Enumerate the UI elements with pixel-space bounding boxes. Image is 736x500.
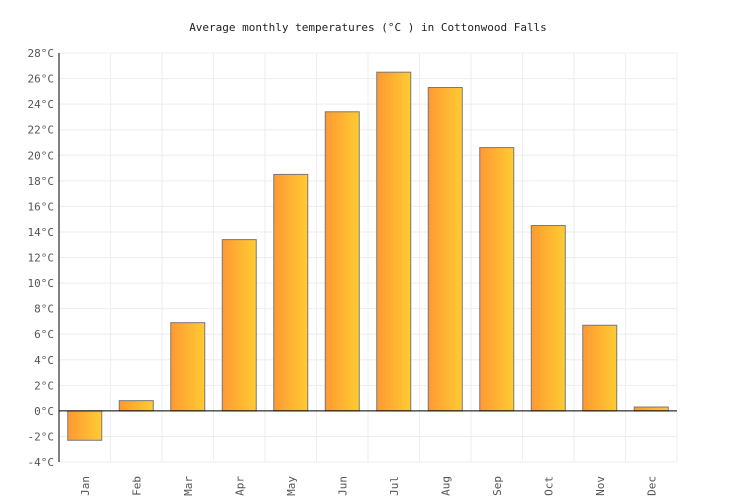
x-tick-label: Jun xyxy=(336,476,349,496)
x-tick-label: Mar xyxy=(182,476,195,496)
y-tick-label: 12°C xyxy=(28,252,55,265)
bar-jun xyxy=(324,111,360,412)
bar-aug xyxy=(427,87,463,412)
x-tick-label: Jan xyxy=(79,476,92,496)
y-tick-label: 26°C xyxy=(28,73,55,86)
bar-mar xyxy=(170,322,206,412)
y-tick-label: -4°C xyxy=(28,456,55,469)
x-tick-label: Apr xyxy=(233,476,246,496)
y-tick-label: 24°C xyxy=(28,98,55,111)
x-tick-label: May xyxy=(285,476,298,496)
x-tick-label: Jul xyxy=(388,476,401,496)
y-tick-label: 0°C xyxy=(34,405,54,418)
bar-feb xyxy=(118,400,154,412)
bar-oct xyxy=(530,225,566,412)
y-tick-label: 2°C xyxy=(34,379,54,392)
y-tick-label: 4°C xyxy=(34,354,54,367)
bar-apr xyxy=(221,239,257,412)
y-tick-label: 6°C xyxy=(34,328,54,341)
bar-jul xyxy=(376,71,412,412)
bar-sep xyxy=(479,147,515,412)
bar-nov xyxy=(582,324,618,412)
bars xyxy=(67,71,669,441)
bar-may xyxy=(273,173,309,412)
x-tick-label: Oct xyxy=(542,476,555,496)
bar-dec xyxy=(633,406,669,412)
x-tick-label: Dec xyxy=(645,476,658,496)
chart-title: Average monthly temperatures (°C ) in Co… xyxy=(189,21,547,34)
y-tick-label: -2°C xyxy=(28,430,55,443)
bar-jan xyxy=(67,410,103,441)
y-tick-label: 20°C xyxy=(28,149,55,162)
x-tick-label: Nov xyxy=(594,476,607,496)
x-tick-label: Sep xyxy=(491,476,504,496)
y-tick-label: 22°C xyxy=(28,124,55,137)
y-tick-label: 10°C xyxy=(28,277,55,290)
axes: -4°C -2°C 0°C 2°C 4°C 6°C 8°C 10°C 12°C 14°C 16°C 1… xyxy=(28,47,677,496)
y-tick-label: 28°C xyxy=(28,47,55,60)
y-tick-label: 8°C xyxy=(34,303,54,316)
y-tick-label: 18°C xyxy=(28,175,55,188)
y-tick-label: 14°C xyxy=(28,226,55,239)
x-tick-label: Feb xyxy=(130,476,143,496)
y-tick-label: 16°C xyxy=(28,200,55,213)
x-tick-label: Aug xyxy=(439,476,452,496)
